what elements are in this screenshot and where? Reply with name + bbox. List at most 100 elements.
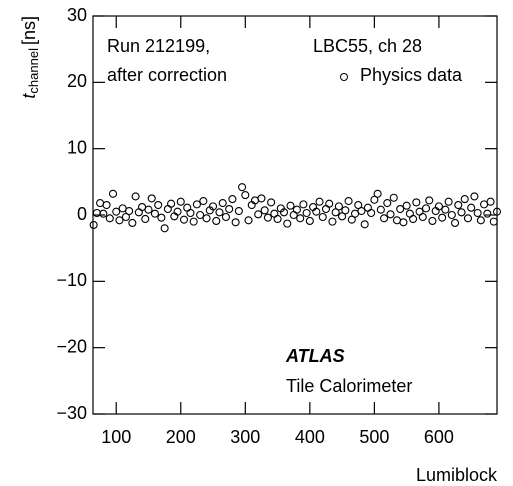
data-point	[167, 199, 176, 208]
data-point	[434, 202, 443, 211]
data-point	[112, 207, 121, 216]
data-point	[157, 213, 166, 222]
data-point	[347, 215, 356, 224]
data-point	[141, 214, 150, 224]
data-point	[221, 212, 230, 222]
data-point	[199, 197, 208, 206]
y-tick-label: −30	[56, 403, 87, 423]
data-point	[234, 206, 243, 216]
y-label-subscript: channel	[26, 48, 41, 94]
data-point	[212, 216, 221, 226]
data-point	[360, 220, 369, 229]
data-point	[325, 199, 334, 208]
data-point	[396, 204, 405, 214]
data-point	[299, 200, 308, 209]
subtitle: Tile Calorimeter	[286, 376, 412, 396]
data-point	[292, 205, 301, 214]
data-point	[176, 197, 185, 206]
data-point	[273, 214, 282, 224]
x-tick-label: 400	[295, 427, 325, 447]
data-point	[128, 218, 137, 228]
data-point	[386, 210, 395, 219]
data-point	[231, 218, 240, 227]
data-point	[131, 192, 140, 201]
data-point	[99, 209, 108, 218]
annotation: after correction	[107, 65, 227, 85]
data-point	[89, 220, 98, 229]
data-point	[196, 210, 205, 220]
data-point	[263, 213, 272, 222]
data-point	[376, 205, 385, 214]
y-tick-label: 0	[77, 204, 87, 224]
data-point	[473, 208, 482, 218]
data-point	[457, 208, 466, 217]
annotation: Run 212199,	[107, 36, 210, 56]
data-point	[267, 198, 276, 207]
data-point	[383, 199, 392, 208]
data-point	[447, 210, 456, 220]
data-point	[451, 218, 460, 228]
data-point	[467, 203, 476, 212]
data-point	[238, 183, 247, 192]
data-point	[454, 201, 463, 210]
y-label-unit: [ns]	[19, 16, 39, 45]
y-tick-label: 10	[67, 137, 87, 157]
data-point	[399, 218, 408, 227]
data-point	[228, 195, 237, 204]
data-point	[318, 212, 327, 222]
data-point	[492, 207, 502, 216]
data-point	[418, 212, 427, 222]
data-point	[331, 208, 340, 217]
data-point	[215, 208, 224, 217]
data-point	[476, 216, 485, 225]
legend-marker	[340, 73, 348, 81]
data-point	[144, 205, 153, 214]
x-tick-label: 300	[230, 427, 260, 447]
data-point	[380, 214, 389, 223]
data-point	[189, 217, 198, 226]
data-point	[402, 201, 411, 210]
data-point	[389, 193, 398, 202]
annotation: LBC55, ch 28	[313, 36, 422, 56]
data-point	[202, 214, 211, 223]
data-point	[444, 197, 453, 206]
data-point	[460, 195, 469, 204]
data-point	[441, 205, 450, 214]
x-tick-label: 100	[101, 427, 131, 447]
data-point	[315, 197, 324, 206]
data-point	[354, 201, 363, 210]
data-point	[421, 204, 431, 213]
data-point	[254, 210, 263, 219]
data-point	[192, 200, 201, 209]
data-point	[344, 197, 353, 206]
data-point	[438, 213, 447, 222]
y-tick-label: 30	[67, 5, 87, 25]
data-point	[425, 196, 434, 205]
data-point	[257, 194, 266, 203]
data-point	[463, 214, 473, 223]
data-point	[302, 208, 311, 218]
data-point	[305, 216, 314, 226]
data-point	[121, 212, 130, 222]
y-label-symbol: t	[19, 93, 39, 99]
y-tick-label: −20	[56, 336, 87, 356]
data-point	[279, 208, 289, 217]
data-point	[115, 216, 124, 225]
data-point	[286, 201, 295, 210]
legend-label: Physics data	[360, 65, 463, 85]
data-point	[312, 207, 321, 216]
data-point	[409, 214, 418, 224]
data-point	[412, 198, 421, 207]
data-point	[173, 207, 182, 216]
data-point	[428, 216, 437, 226]
data-point	[147, 194, 156, 203]
data-point	[367, 208, 376, 218]
data-point	[102, 201, 111, 210]
x-tick-label: 600	[424, 427, 454, 447]
experiment-label: ATLAS	[285, 346, 345, 366]
y-axis-label: tchannel [ns]	[19, 16, 42, 99]
data-point	[489, 217, 498, 226]
data-point	[370, 195, 379, 204]
data-point	[296, 214, 305, 223]
